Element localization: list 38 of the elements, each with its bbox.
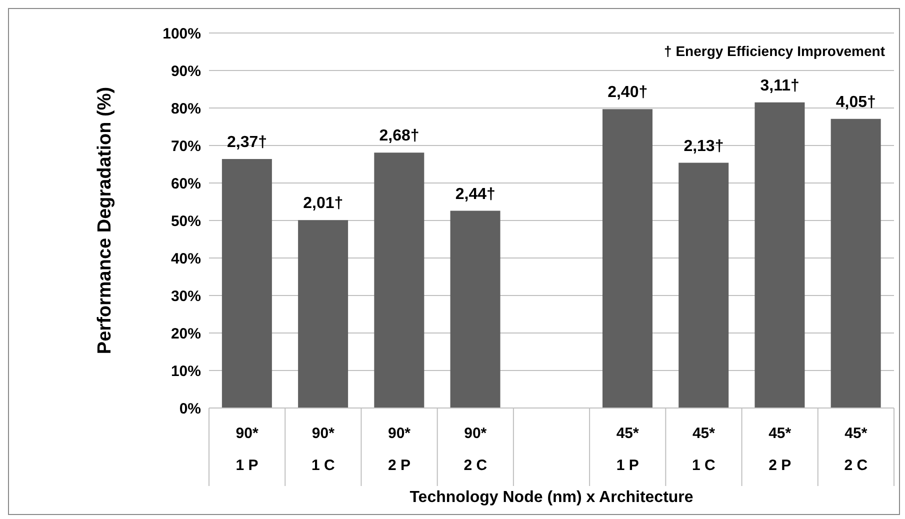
x-tick-label: 90* 2 P [388, 425, 411, 474]
x-tick-label: 90* 2 C [464, 425, 488, 474]
y-tick-label: 10% [170, 362, 201, 380]
annotation: 2,40† [608, 84, 648, 102]
y-axis-title: Performance Degradation (%) [94, 86, 116, 354]
annotation: 3,11† [760, 77, 800, 94]
y-tick-label: 70% [170, 138, 201, 155]
annotation: 2,01† [303, 195, 344, 212]
annotation: † Energy Efficiency Improvement [664, 43, 885, 59]
y-tick-label: 90% [170, 62, 201, 80]
x-tick-label: 45* 1 C [692, 425, 716, 474]
annotation: 2,44† [455, 186, 496, 203]
bar [830, 118, 881, 408]
y-tick-label: 20% [170, 325, 201, 342]
x-tick-label: 90* 1 P [236, 425, 258, 474]
annotation: 2,37† [227, 134, 268, 151]
x-tick-label: 90* 1 C [311, 425, 336, 474]
y-tick-label: 60% [170, 175, 201, 192]
x-tick-label: 45* 2 C [844, 425, 868, 474]
x-tick-label: 45* 1 P [616, 425, 640, 474]
bar [298, 220, 348, 408]
x-tick-label: 45* 2 P [768, 425, 792, 474]
bar [602, 109, 652, 408]
y-tick-label: 30% [170, 288, 201, 305]
annotation: 2,68† [379, 128, 420, 145]
x-axis-title: Technology Node (nm) x Architecture [410, 489, 694, 506]
bar [374, 152, 424, 408]
y-tick-label: 0% [179, 400, 201, 418]
annotation: 2,13† [684, 138, 724, 155]
y-tick-label: 40% [170, 250, 201, 268]
annotation: 4,05† [836, 94, 876, 111]
bar [222, 159, 272, 408]
bar [678, 162, 729, 408]
y-tick-label: 80% [170, 100, 201, 118]
y-tick-label: 50% [170, 212, 201, 230]
bar [450, 210, 500, 408]
y-tick-label: 100% [162, 25, 201, 42]
bar [754, 102, 805, 408]
